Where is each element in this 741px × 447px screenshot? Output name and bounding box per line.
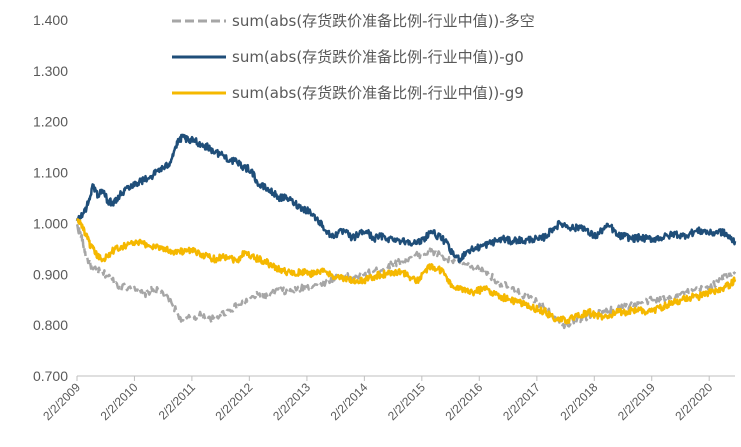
x-tick-label: 2/2/2010 — [98, 380, 141, 423]
x-tick-label: 2/2/2009 — [40, 380, 83, 423]
y-tick-label: 1.400 — [33, 12, 68, 28]
x-tick-label: 2/2/2013 — [270, 380, 313, 423]
x-tick-label: 2/2/2012 — [213, 380, 256, 423]
x-tick-label: 2/2/2014 — [328, 380, 371, 423]
x-tick-label: 2/2/2019 — [615, 380, 658, 423]
y-tick-label: 1.100 — [33, 165, 68, 181]
legend-label-1: sum(abs(存货跌价准备比例-行业中值))-g0 — [232, 48, 524, 66]
x-tick-label: 2/2/2015 — [385, 380, 428, 423]
legend-label-2: sum(abs(存货跌价准备比例-行业中值))-g9 — [232, 84, 524, 102]
x-tick-label: 2/2/2016 — [442, 380, 485, 423]
series-line-1 — [75, 133, 737, 263]
y-tick-label: 0.800 — [33, 317, 68, 333]
x-tick-label: 2/2/2018 — [557, 380, 600, 423]
x-tick-label: 2/2/2017 — [500, 380, 543, 423]
series-line-0 — [75, 224, 737, 330]
y-tick-label: 1.000 — [33, 215, 68, 231]
series-line-2 — [76, 218, 737, 325]
x-tick-label: 2/2/2020 — [672, 380, 715, 423]
y-tick-label: 1.300 — [33, 63, 68, 79]
y-tick-label: 0.900 — [33, 266, 68, 282]
plot-area — [75, 133, 737, 330]
legend-label-0: sum(abs(存货跌价准备比例-行业中值))-多空 — [232, 12, 535, 30]
y-tick-label: 0.700 — [33, 368, 68, 384]
legend: sum(abs(存货跌价准备比例-行业中值))-多空 sum(abs(存货跌价准备… — [172, 12, 535, 102]
x-axis-ticks: 2/2/2009 2/2/2010 2/2/2011 2/2/2012 2/2/2013… — [40, 376, 716, 423]
y-tick-label: 1.200 — [33, 114, 68, 130]
x-tick-label: 2/2/2011 — [156, 380, 199, 423]
y-axis-ticks: 0.700 0.800 0.900 1.000 1.100 1.200 1.300 1.400 — [33, 12, 68, 384]
